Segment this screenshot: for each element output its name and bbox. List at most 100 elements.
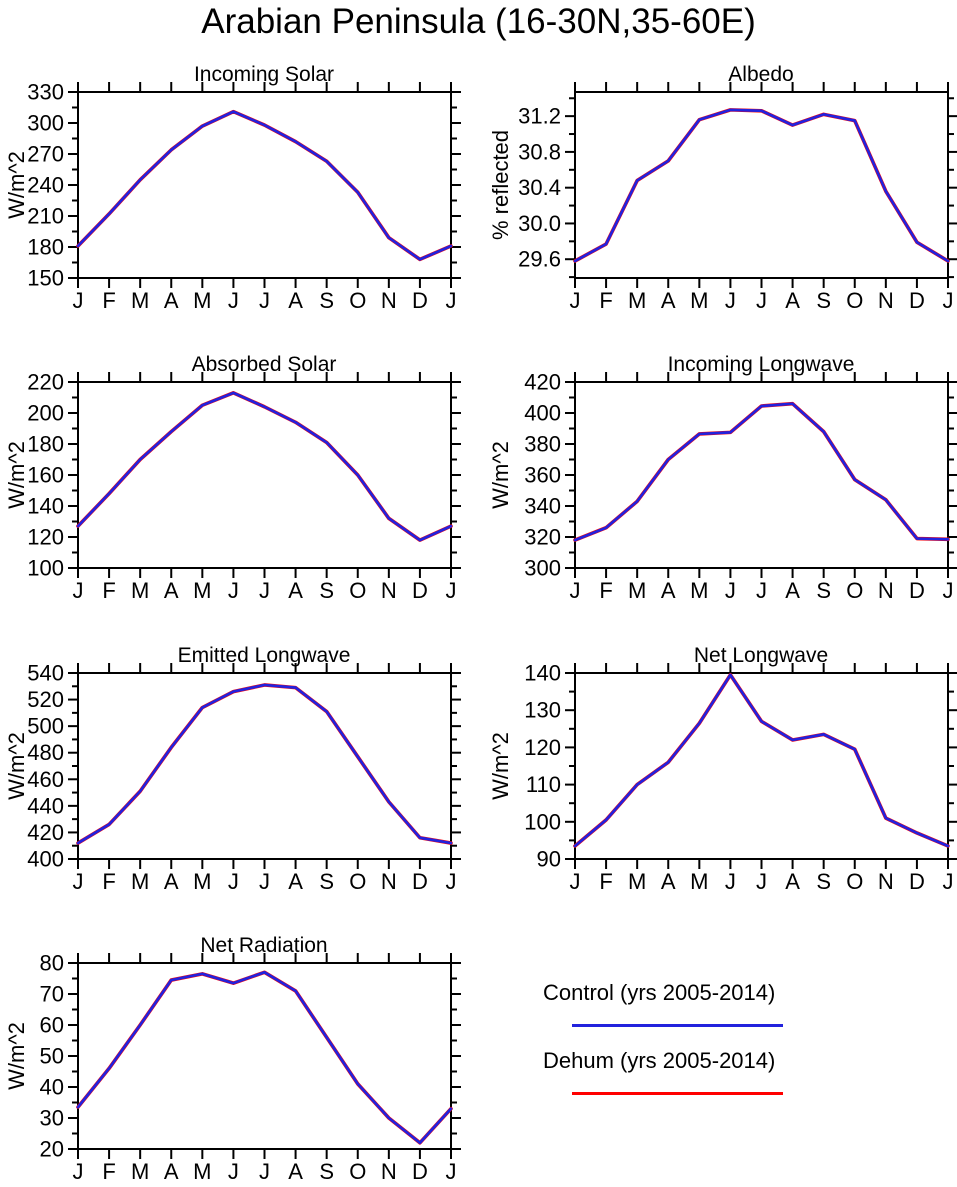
x-tick-label: N [381, 1159, 397, 1184]
y-tick-label: 130 [524, 698, 561, 723]
x-tick-label: O [846, 869, 863, 894]
x-tick-label: J [73, 288, 84, 313]
x-tick-label: M [193, 578, 211, 603]
x-tick-label: A [785, 869, 800, 894]
x-tick-label: D [412, 288, 428, 313]
x-tick-label: F [102, 869, 115, 894]
panel-albedo: Albedo % reflected 29.6 30.0 30.4 30.8 31.2 J… [487, 55, 957, 327]
figure-title: Arabian Peninsula (16-30N,35-60E) [201, 2, 756, 41]
x-tick-label: J [73, 869, 84, 894]
y-tick-label: 400 [524, 400, 561, 425]
y-tick-label: 30.4 [518, 175, 561, 200]
x-tick-label: S [319, 288, 334, 313]
series-line-control [573, 673, 950, 848]
x-tick-label: A [785, 288, 800, 313]
x-tick-label: F [102, 1159, 115, 1184]
x-tick-label: S [319, 869, 334, 894]
chart-title: Net Radiation [200, 934, 328, 957]
y-tick-label: 31.2 [518, 104, 561, 129]
x-tick-label: A [164, 578, 179, 603]
y-tick-label: 100 [27, 555, 64, 580]
x-tick-label: M [193, 1159, 211, 1184]
panel-absorbed-solar: Absorbed Solar W/m^2 100 120 140 160 180 200 2… [0, 345, 470, 617]
y-tick-label: 380 [524, 431, 561, 456]
y-tick-label: 150 [27, 265, 64, 290]
x-tick-label: O [349, 1159, 366, 1184]
x-tick-label: M [628, 869, 646, 894]
x-tick-label: D [412, 869, 428, 894]
y-tick-label: 460 [27, 767, 64, 792]
x-tick-label: J [446, 869, 457, 894]
x-tick-label: A [288, 578, 303, 603]
x-tick-label: S [319, 578, 334, 603]
panel-incoming-longwave: Incoming Longwave W/m^2 300 320 340 360 380 4… [487, 345, 957, 617]
axis-frame [77, 381, 452, 569]
series-line-dehum [76, 683, 453, 845]
x-tick-label: J [943, 578, 954, 603]
chart-title: Net Longwave [693, 644, 829, 667]
x-tick-label: M [690, 288, 708, 313]
x-tick-label: J [73, 1159, 84, 1184]
legend-label-control: Control (yrs 2005-2014) [543, 980, 776, 1005]
x-tick-label: A [288, 869, 303, 894]
y-tick-label: 30 [40, 1105, 64, 1130]
x-tick-label: O [349, 288, 366, 313]
x-tick-label: M [131, 288, 149, 313]
y-tick-label: 210 [27, 203, 64, 228]
x-tick-label: A [164, 869, 179, 894]
x-tick-label: O [846, 578, 863, 603]
x-tick-label: M [690, 578, 708, 603]
legend-label-dehum: Dehum (yrs 2005-2014) [543, 1048, 776, 1073]
x-tick-label: A [785, 578, 800, 603]
x-tick-label: J [228, 869, 239, 894]
y-tick-label: 30.0 [518, 211, 561, 236]
axis-frame [77, 672, 452, 860]
y-tick-label: 320 [524, 524, 561, 549]
series-line-dehum [573, 108, 950, 263]
y-tick-label: 180 [27, 431, 64, 456]
y-tick-label: 300 [27, 110, 64, 135]
x-tick-label: S [319, 1159, 334, 1184]
y-tick-label: 120 [27, 524, 64, 549]
y-tick-label: 500 [27, 714, 64, 739]
x-tick-label: M [628, 578, 646, 603]
y-tick-label: 400 [27, 846, 64, 871]
series-line-control [76, 110, 453, 261]
x-tick-label: J [259, 578, 270, 603]
y-tick-label: 440 [27, 793, 64, 818]
y-tick-label: 160 [27, 462, 64, 487]
y-tick-label: 90 [537, 846, 561, 871]
x-tick-label: N [381, 288, 397, 313]
x-tick-label: A [164, 1159, 179, 1184]
series-line-control [76, 391, 453, 542]
panel-net-longwave: Net Longwave W/m^2 90 100 110 120 130 140 J F M A… [487, 636, 957, 908]
y-tick-label: 420 [524, 369, 561, 394]
x-tick-label: J [228, 288, 239, 313]
x-tick-label: F [599, 578, 612, 603]
chart-plot: 29.630.030.430.831.2J F M A M J J A S O N D J [518, 82, 957, 313]
chart-title: Incoming Solar [193, 63, 335, 86]
y-tick-label: 200 [27, 400, 64, 425]
series-line-control [76, 683, 453, 845]
y-tick-label: 360 [524, 462, 561, 487]
x-tick-label: J [570, 869, 581, 894]
x-tick-label: M [131, 578, 149, 603]
x-tick-label: J [446, 1159, 457, 1184]
legend-line-dehum [572, 1092, 783, 1095]
y-tick-label: 540 [27, 660, 64, 685]
axis-frame [574, 381, 949, 569]
chart-title: Absorbed Solar [191, 353, 337, 376]
y-tick-label: 270 [27, 141, 64, 166]
chart-title: Incoming Longwave [667, 353, 855, 376]
y-tick-label: 340 [524, 493, 561, 518]
series-line-control [76, 970, 453, 1145]
chart-title: Emitted Longwave [177, 644, 351, 667]
x-tick-label: A [661, 869, 676, 894]
y-tick-label: 50 [40, 1043, 64, 1068]
